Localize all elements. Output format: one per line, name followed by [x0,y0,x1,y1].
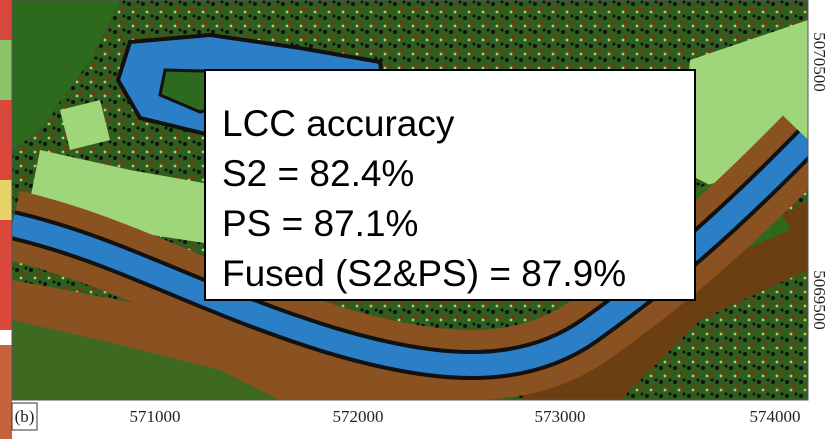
x-tick-label: 573000 [535,407,586,426]
map-figure: LCC accuracy S2 = 82.4% PS = 87.1% Fused… [0,0,832,439]
annotation-line: S2 = 82.4% [222,153,414,194]
annotation-line: LCC accuracy [222,103,455,144]
x-tick-label: 572000 [333,407,384,426]
adjacent-panel [0,40,12,100]
y-tick-label: 5070500 [810,32,829,92]
adjacent-panel [0,180,12,220]
annotation-line: PS = 87.1% [222,203,418,244]
x-tick-label: 571000 [130,407,181,426]
adjacent-panel [0,345,12,439]
y-tick-label: 5069500 [810,270,829,330]
x-tick-label: 574000 [750,407,801,426]
panel-label: (b) [15,407,35,426]
annotation-line: Fused (S2&PS) = 87.9% [222,253,626,294]
